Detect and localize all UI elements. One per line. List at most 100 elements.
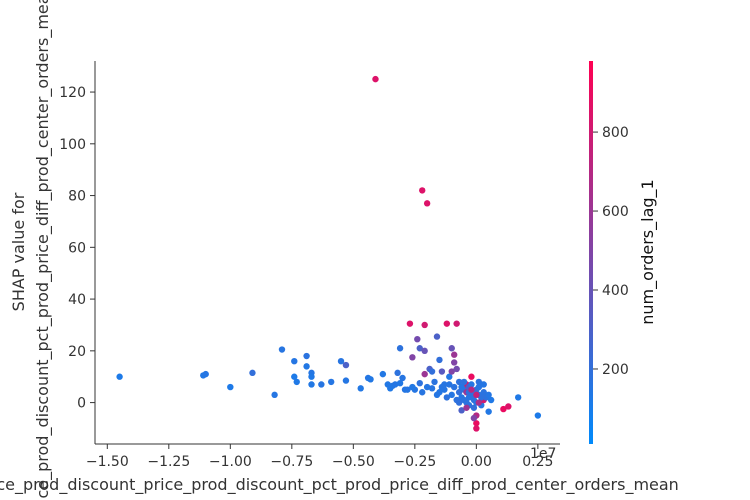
data-point — [423, 383, 431, 391]
data-point — [455, 389, 463, 396]
data-point — [421, 370, 428, 378]
data-point — [291, 373, 298, 380]
data-point — [487, 396, 495, 404]
data-point — [436, 356, 443, 364]
data-point — [463, 399, 470, 406]
data-point — [460, 378, 468, 386]
y-tick-label: 20 — [68, 344, 86, 360]
y-axis-ticks: 0 20 40 60 80 100 120 — [59, 85, 95, 412]
colorbar — [589, 61, 593, 444]
data-point — [446, 373, 453, 380]
data-point — [384, 381, 391, 388]
data-point — [409, 354, 416, 361]
data-point — [438, 368, 446, 375]
data-point — [451, 359, 458, 366]
x-tick-label: −1.25 — [147, 454, 190, 470]
data-point — [421, 321, 428, 329]
data-point — [514, 394, 522, 401]
x-tick-label: 0.00 — [461, 454, 492, 470]
data-point — [278, 346, 286, 353]
data-point — [342, 361, 350, 369]
data-point — [357, 385, 364, 392]
colorbar-tick-label: 200 — [602, 362, 629, 378]
data-point — [475, 383, 483, 391]
data-point — [451, 383, 458, 391]
data-point — [399, 374, 406, 382]
data-point — [455, 399, 463, 406]
data-point — [473, 420, 480, 427]
data-point — [470, 404, 478, 411]
data-point — [394, 369, 401, 377]
data-point — [478, 394, 485, 401]
data-point — [485, 391, 492, 399]
data-point — [337, 357, 345, 365]
data-point — [318, 381, 325, 388]
data-point — [480, 389, 487, 396]
y-tick-label: 0 — [77, 396, 86, 412]
data-point — [500, 405, 507, 413]
data-point — [379, 370, 387, 378]
data-point — [455, 378, 463, 386]
data-point — [421, 347, 428, 355]
data-point — [448, 391, 455, 399]
data-point — [468, 373, 475, 380]
data-point — [409, 383, 416, 391]
data-point — [227, 383, 234, 391]
data-point — [116, 373, 123, 380]
data-point — [475, 399, 483, 406]
data-point — [453, 320, 460, 327]
data-point — [480, 381, 487, 388]
colorbar-tick-label: 400 — [602, 283, 629, 299]
data-point — [416, 345, 423, 352]
data-point — [458, 407, 465, 414]
x-tick-label: −0.50 — [332, 454, 375, 470]
data-point — [438, 383, 446, 391]
x-axis-label: price_prod_discount_price_prod_discount_… — [0, 475, 679, 495]
data-point — [303, 352, 310, 360]
data-point — [308, 381, 315, 388]
data-point — [396, 379, 404, 387]
colorbar-tick-label: 600 — [602, 204, 629, 220]
y-tick-label: 100 — [59, 137, 86, 153]
colorbar-label: num_orders_lag_1 — [638, 179, 658, 324]
data-point — [473, 391, 480, 399]
data-point — [443, 320, 451, 327]
data-point — [404, 386, 411, 393]
data-point — [342, 377, 350, 384]
x-tick-label: 0.25 — [522, 454, 553, 470]
data-point — [391, 381, 399, 388]
data-point — [414, 335, 421, 343]
data-point — [416, 379, 423, 387]
data-point — [534, 412, 542, 419]
data-point — [468, 386, 475, 393]
y-axis-label-line-2: price_prod_discount_pct_prod_price_diff_… — [33, 0, 53, 500]
data-point — [485, 408, 492, 415]
data-point — [470, 414, 478, 422]
x-tick-label: −1.50 — [86, 454, 129, 470]
data-point — [406, 320, 414, 327]
data-point — [327, 378, 335, 386]
data-point — [433, 333, 441, 340]
data-point — [303, 363, 310, 370]
data-point — [293, 378, 300, 386]
x-tick-label: −0.75 — [270, 454, 313, 470]
data-point — [443, 394, 451, 401]
data-point — [431, 378, 438, 386]
data-point — [505, 403, 512, 410]
data-point — [463, 404, 470, 411]
data-point — [448, 345, 455, 352]
data-point — [451, 351, 458, 358]
x-tick-label: −1.00 — [209, 454, 252, 470]
data-point — [419, 389, 426, 396]
data-point — [465, 394, 473, 401]
data-point — [453, 365, 460, 373]
data-point — [271, 391, 278, 399]
data-point — [470, 396, 478, 404]
x-axis-offset-label: 1e7 — [530, 446, 556, 462]
data-point — [308, 373, 315, 380]
data-point — [448, 368, 455, 375]
data-point — [428, 368, 436, 375]
data-point — [446, 381, 453, 388]
data-point — [396, 345, 404, 352]
y-axis-label-line-1: SHAP value for — [9, 192, 28, 311]
